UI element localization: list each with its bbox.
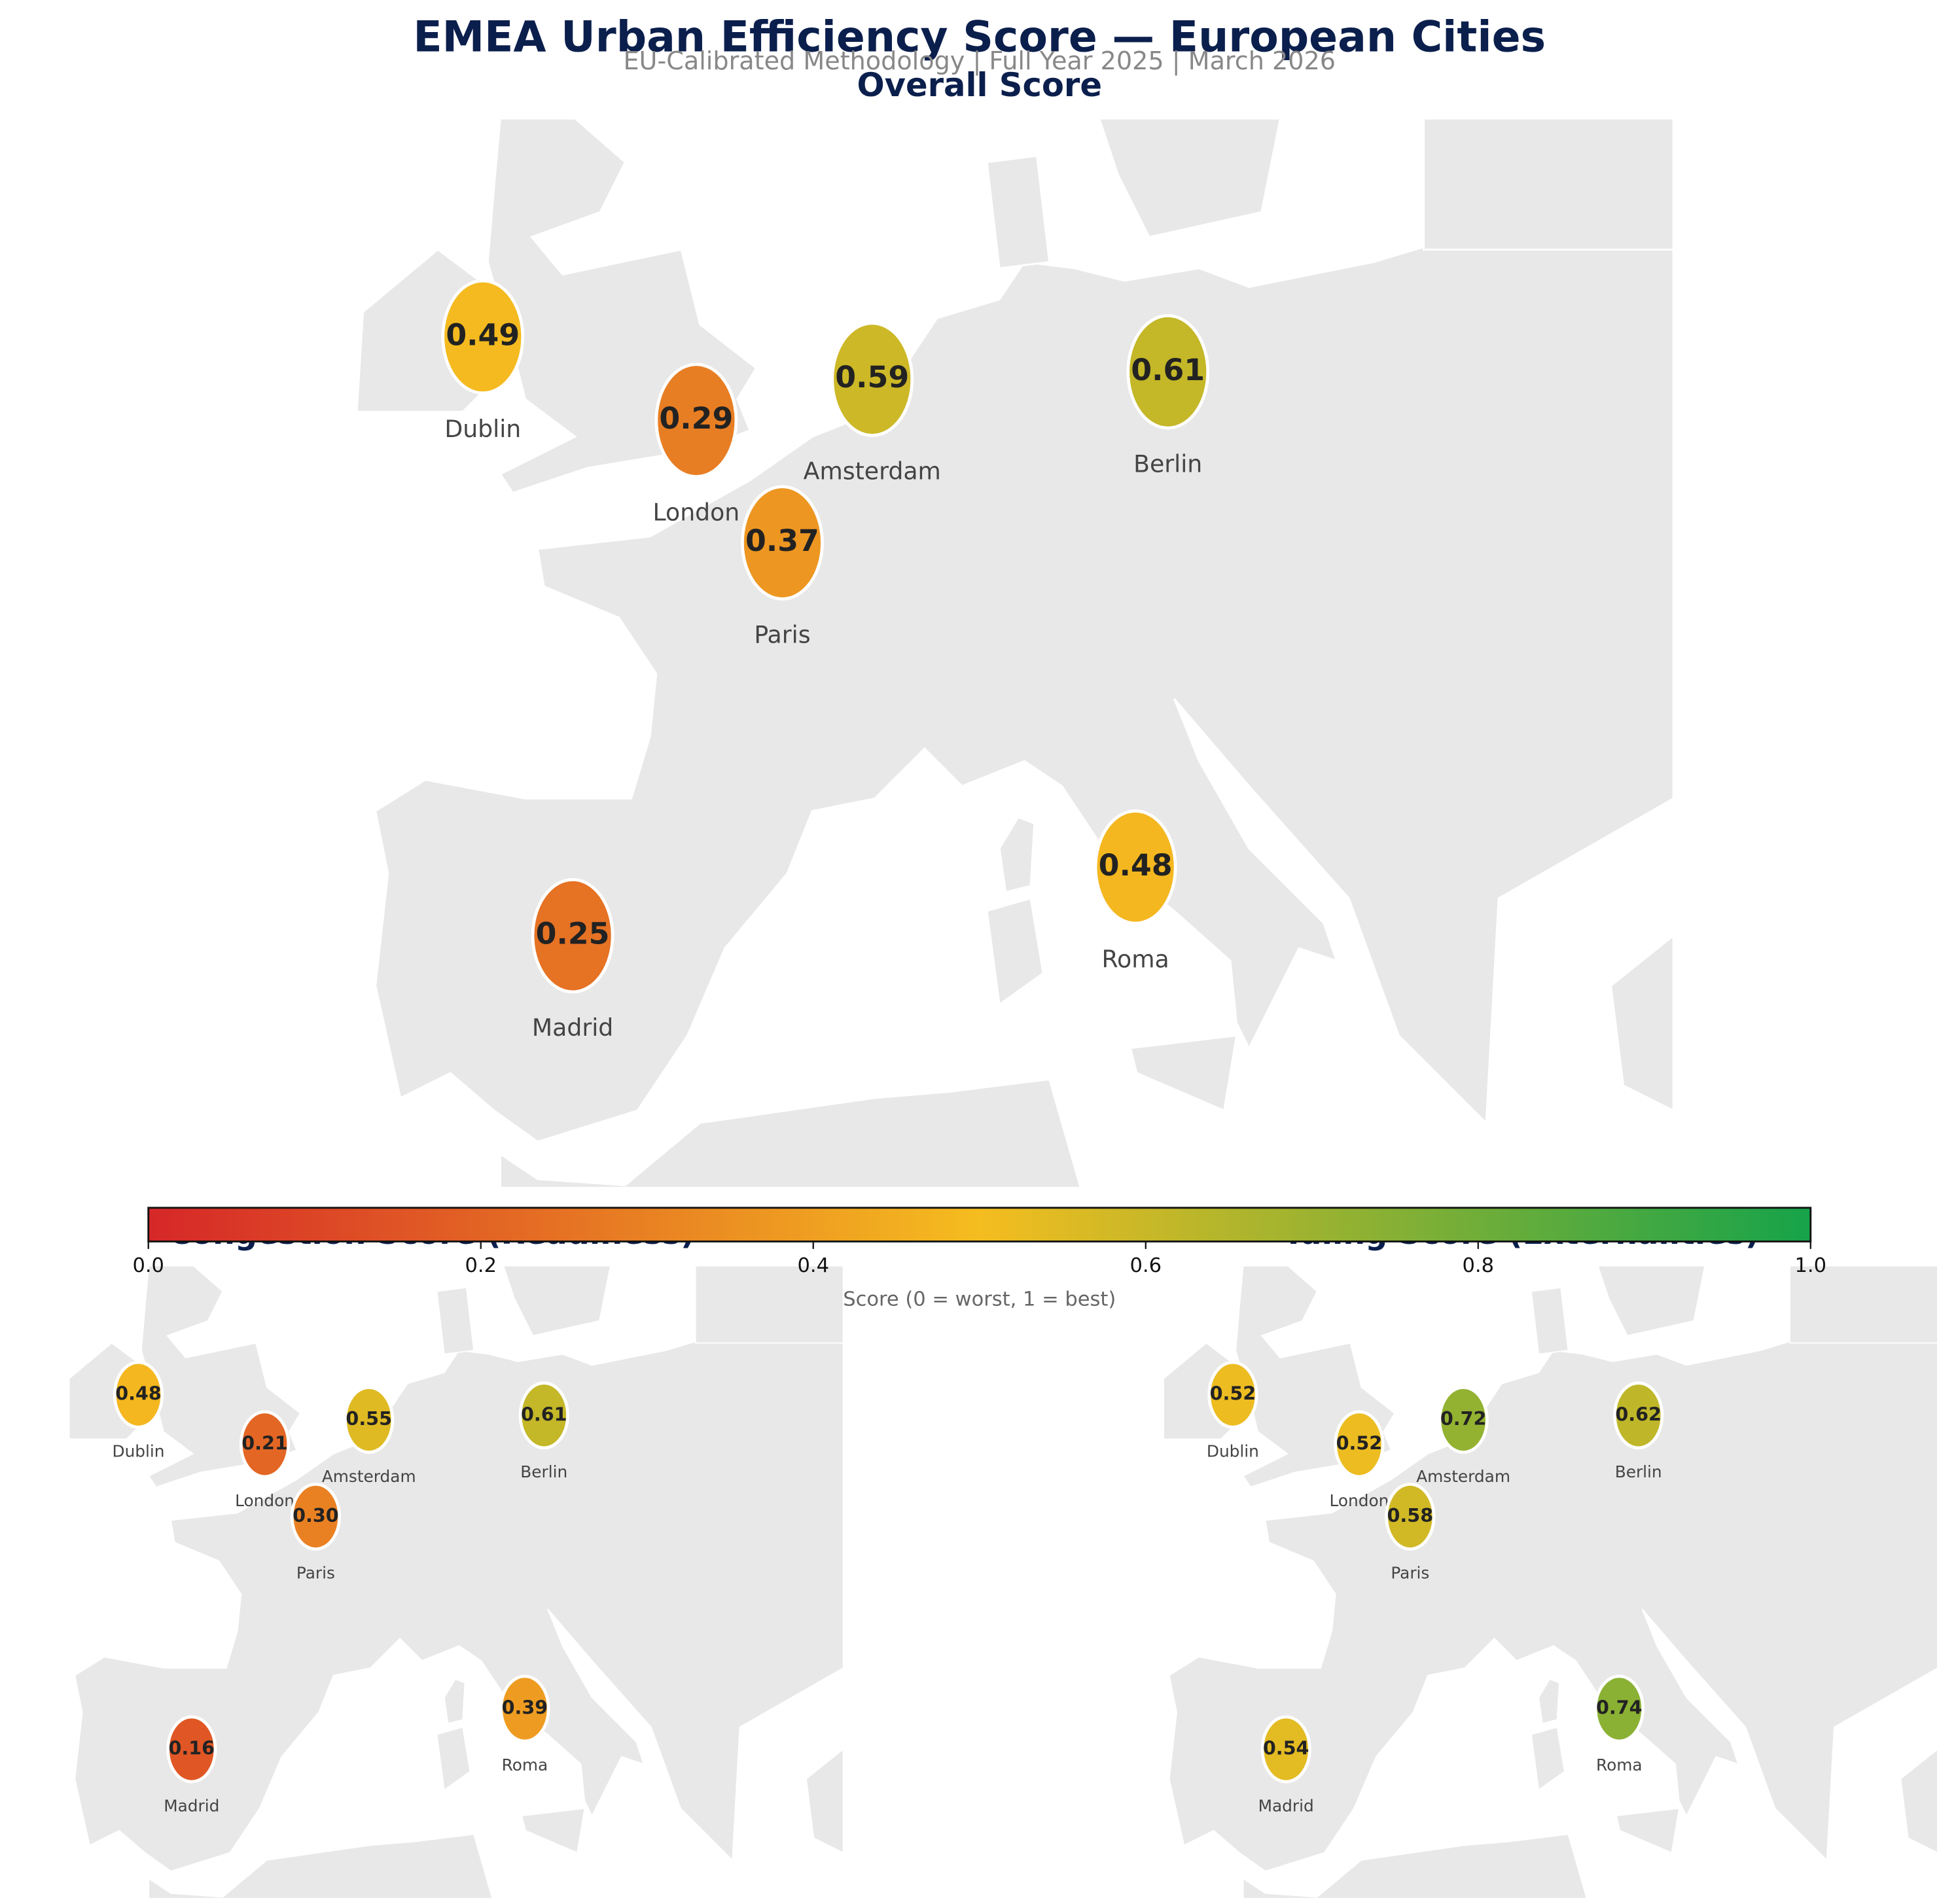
city-label: Berlin <box>1615 1462 1662 1481</box>
map-panel: 0.48 Dublin 0.21 London 0.55 Amsterdam 0.30 Par… <box>69 1266 844 1899</box>
value-label: 0.59 <box>835 360 909 395</box>
city-label: Paris <box>296 1564 335 1583</box>
city-bubble <box>1094 809 1177 925</box>
map-panel: 0.52 Dublin 0.52 London 0.72 Amsterdam 0.58 Par… <box>1164 1266 1938 1899</box>
city-label: Dublin <box>1207 1441 1259 1460</box>
city-label: Amsterdam <box>322 1467 416 1486</box>
colorbar-tick-label: 0.4 <box>797 1254 829 1277</box>
value-label: 0.21 <box>241 1432 288 1454</box>
value-label: 0.61 <box>521 1403 567 1425</box>
city-bubble <box>531 878 614 994</box>
city-label: Paris <box>754 621 810 649</box>
value-label: 0.39 <box>502 1696 548 1718</box>
value-label: 0.52 <box>1336 1432 1383 1454</box>
subtitle: EU-Calibrated Methodology | Full Year 20… <box>623 46 1336 76</box>
value-label: 0.48 <box>115 1383 162 1405</box>
city-bubble <box>1260 1715 1311 1784</box>
city-label: Berlin <box>520 1462 567 1481</box>
colorbar: 0.0 0.2 0.4 0.6 0.8 1.0 Score (0 = worst, 1 = … <box>132 1207 1827 1311</box>
city-label: Madrid <box>164 1796 219 1815</box>
city-bubble <box>113 1360 164 1429</box>
value-label: 0.49 <box>446 317 520 352</box>
city-bubble <box>1207 1360 1258 1429</box>
city-bubble <box>344 1386 395 1454</box>
city-bubble <box>830 321 914 437</box>
city-label: Madrid <box>1258 1796 1314 1815</box>
city-label: Amsterdam <box>804 457 941 485</box>
colorbar-tick-label: 0.8 <box>1463 1254 1495 1277</box>
city-label: London <box>652 499 739 527</box>
colorbar-label: Score (0 = worst, 1 = best) <box>843 1288 1116 1311</box>
value-label: 0.25 <box>536 917 610 951</box>
city-bubble <box>239 1410 291 1479</box>
city-label: London <box>235 1491 294 1510</box>
value-label: 0.74 <box>1596 1696 1643 1718</box>
city-label: Roma <box>1102 945 1169 973</box>
value-label: 0.58 <box>1387 1504 1434 1526</box>
city-bubble <box>741 485 824 601</box>
city-bubble <box>290 1482 342 1551</box>
value-label: 0.54 <box>1263 1737 1309 1759</box>
value-label: 0.48 <box>1099 848 1173 883</box>
colorbar-tick-label: 1.0 <box>1795 1254 1827 1277</box>
city-bubble <box>654 362 738 478</box>
colorbar-tick-label: 0.2 <box>465 1254 497 1277</box>
city-label: Dublin <box>444 415 521 443</box>
city-label: London <box>1330 1491 1389 1510</box>
map-panel: 0.49 Dublin 0.29 London 0.59 Amsterdam 0.37 Par… <box>357 118 1674 1188</box>
city-bubble <box>166 1715 217 1784</box>
city-bubble <box>1438 1386 1489 1454</box>
colorbar-fill <box>147 1207 1812 1243</box>
value-label: 0.52 <box>1210 1383 1256 1405</box>
city-label: Madrid <box>532 1014 613 1042</box>
city-bubble <box>1126 314 1210 430</box>
value-label: 0.55 <box>346 1407 392 1430</box>
city-bubble <box>441 279 525 395</box>
value-label: 0.61 <box>1131 353 1205 387</box>
city-label: Roma <box>502 1755 548 1774</box>
value-label: 0.30 <box>293 1504 339 1526</box>
value-label: 0.16 <box>168 1737 215 1759</box>
city-bubble <box>1385 1482 1436 1551</box>
city-bubble <box>1593 1674 1645 1743</box>
city-bubble <box>1613 1381 1664 1450</box>
city-label: Paris <box>1391 1564 1429 1583</box>
colorbar-tick-label: 0.0 <box>132 1254 164 1277</box>
title: EMEA Urban Efficiency Score — European C… <box>413 13 1546 62</box>
city-label: Berlin <box>1133 450 1202 478</box>
value-label: 0.72 <box>1440 1407 1487 1430</box>
city-label: Roma <box>1596 1755 1643 1774</box>
city-label: Amsterdam <box>1416 1467 1510 1486</box>
city-bubble <box>518 1381 569 1450</box>
value-label: 0.62 <box>1615 1403 1662 1425</box>
colorbar-tick-label: 0.6 <box>1130 1254 1162 1277</box>
city-label: Dublin <box>112 1441 164 1460</box>
maps: 0.49 Dublin 0.29 London 0.59 Amsterdam 0.37 Par… <box>69 66 1938 1899</box>
city-bubble <box>1334 1410 1385 1479</box>
map-title: Overall Score <box>857 66 1102 104</box>
value-label: 0.29 <box>659 401 733 436</box>
city-bubble <box>499 1674 550 1743</box>
value-label: 0.37 <box>745 523 819 558</box>
